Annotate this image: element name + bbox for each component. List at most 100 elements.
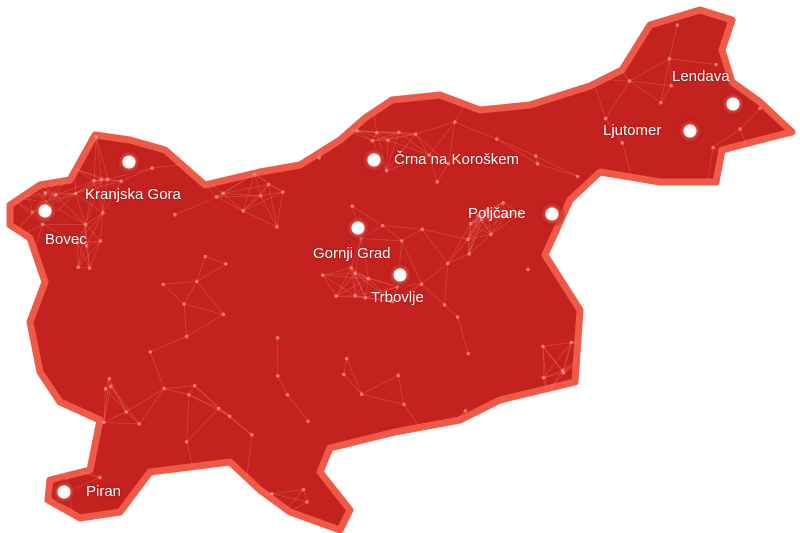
city-label-piran[interactable]: Piran xyxy=(86,483,122,500)
network-line xyxy=(95,136,109,180)
network-node xyxy=(375,130,379,135)
network-line xyxy=(15,104,20,138)
network-node xyxy=(124,410,129,414)
network-node xyxy=(26,301,31,305)
network-line xyxy=(352,205,383,226)
network-line xyxy=(336,295,366,299)
network-node xyxy=(627,376,632,380)
network-node xyxy=(766,423,770,428)
network-line xyxy=(367,11,396,38)
city-marker-poljcane[interactable] xyxy=(539,201,565,227)
city-label-crna-na-koroskem[interactable]: Črna na Koroškem xyxy=(394,151,520,168)
network-line xyxy=(470,202,504,224)
network-node xyxy=(738,127,742,131)
network-node xyxy=(596,415,600,419)
network-node xyxy=(353,293,357,298)
network-node xyxy=(657,520,662,524)
city-marker-ljutomer[interactable] xyxy=(677,118,703,144)
network-line xyxy=(386,133,416,171)
city-label-lendava[interactable]: Lendava xyxy=(672,68,730,85)
network-line xyxy=(731,326,765,333)
city-label-gornji-grad[interactable]: Gornji Grad xyxy=(313,245,391,262)
network-line xyxy=(271,489,304,495)
network-line xyxy=(253,20,267,25)
network-line xyxy=(110,11,138,17)
city-marker-piran[interactable] xyxy=(51,479,77,505)
city-label-bovec[interactable]: Bovec xyxy=(45,231,87,248)
network-node xyxy=(524,460,529,464)
network-node xyxy=(492,59,497,64)
network-line xyxy=(72,119,113,127)
network-node xyxy=(523,88,528,92)
network-node xyxy=(730,330,734,334)
network-line xyxy=(669,58,717,65)
network-line xyxy=(75,179,102,194)
network-line xyxy=(475,71,488,85)
network-line xyxy=(75,180,95,194)
network-node xyxy=(334,125,339,129)
network-line xyxy=(415,121,455,135)
network-node xyxy=(275,225,279,229)
network-line xyxy=(422,484,456,501)
network-line xyxy=(481,202,504,220)
network-line xyxy=(486,209,492,235)
city-label-poljcane[interactable]: Poljčane xyxy=(468,205,526,222)
network-line xyxy=(69,20,71,46)
network-node xyxy=(320,273,325,277)
network-line xyxy=(105,388,127,413)
network-node xyxy=(311,24,315,29)
network-node xyxy=(419,282,424,286)
network-node xyxy=(18,169,23,173)
network-node xyxy=(358,457,363,462)
network-line xyxy=(428,154,449,164)
network-line xyxy=(134,10,138,12)
network-line xyxy=(186,408,219,443)
network-node xyxy=(142,34,146,38)
network-node xyxy=(192,383,197,388)
network-node xyxy=(14,20,18,24)
network-line xyxy=(398,131,416,135)
network-line xyxy=(86,212,104,246)
network-node xyxy=(560,368,565,373)
network-line xyxy=(74,168,108,180)
network-node xyxy=(453,483,458,487)
network-line xyxy=(76,242,90,269)
network-node xyxy=(150,166,155,170)
network-node xyxy=(620,141,625,145)
network-line xyxy=(76,224,86,243)
network-node xyxy=(71,117,75,122)
network-line xyxy=(764,298,774,327)
city-marker-bovec[interactable] xyxy=(32,198,58,224)
city-marker-lendava[interactable] xyxy=(720,91,746,117)
network-line xyxy=(669,58,672,86)
network-line xyxy=(421,283,445,306)
network-node xyxy=(675,23,680,27)
city-label-ljutomer[interactable]: Ljutomer xyxy=(603,122,662,139)
network-line xyxy=(594,461,628,486)
city-label-trbovlje[interactable]: Trbovlje xyxy=(371,289,424,306)
network-line xyxy=(152,163,187,169)
network-line xyxy=(421,481,432,501)
network-node xyxy=(453,120,457,124)
network-node xyxy=(757,177,762,181)
network-node xyxy=(575,174,580,179)
network-node xyxy=(173,212,177,217)
network-node xyxy=(351,53,356,57)
network-line xyxy=(323,56,361,68)
city-label-kranjska-gora[interactable]: Kranjska Gora xyxy=(85,186,181,203)
city-marker-crna-na-koroskem[interactable] xyxy=(361,147,387,173)
network-line xyxy=(194,385,219,409)
network-node xyxy=(64,466,68,470)
city-marker-kranjska-gora[interactable] xyxy=(116,149,142,175)
network-line xyxy=(105,378,110,389)
city-marker-trbovlje[interactable] xyxy=(387,262,413,288)
network-line xyxy=(505,213,521,217)
network-node xyxy=(627,79,632,83)
network-line xyxy=(71,83,75,95)
network-line xyxy=(487,71,526,91)
network-node xyxy=(446,161,451,166)
network-line xyxy=(660,85,672,103)
city-marker-gornji-grad[interactable] xyxy=(345,215,371,241)
network-node xyxy=(94,135,99,139)
network-line xyxy=(354,238,362,274)
